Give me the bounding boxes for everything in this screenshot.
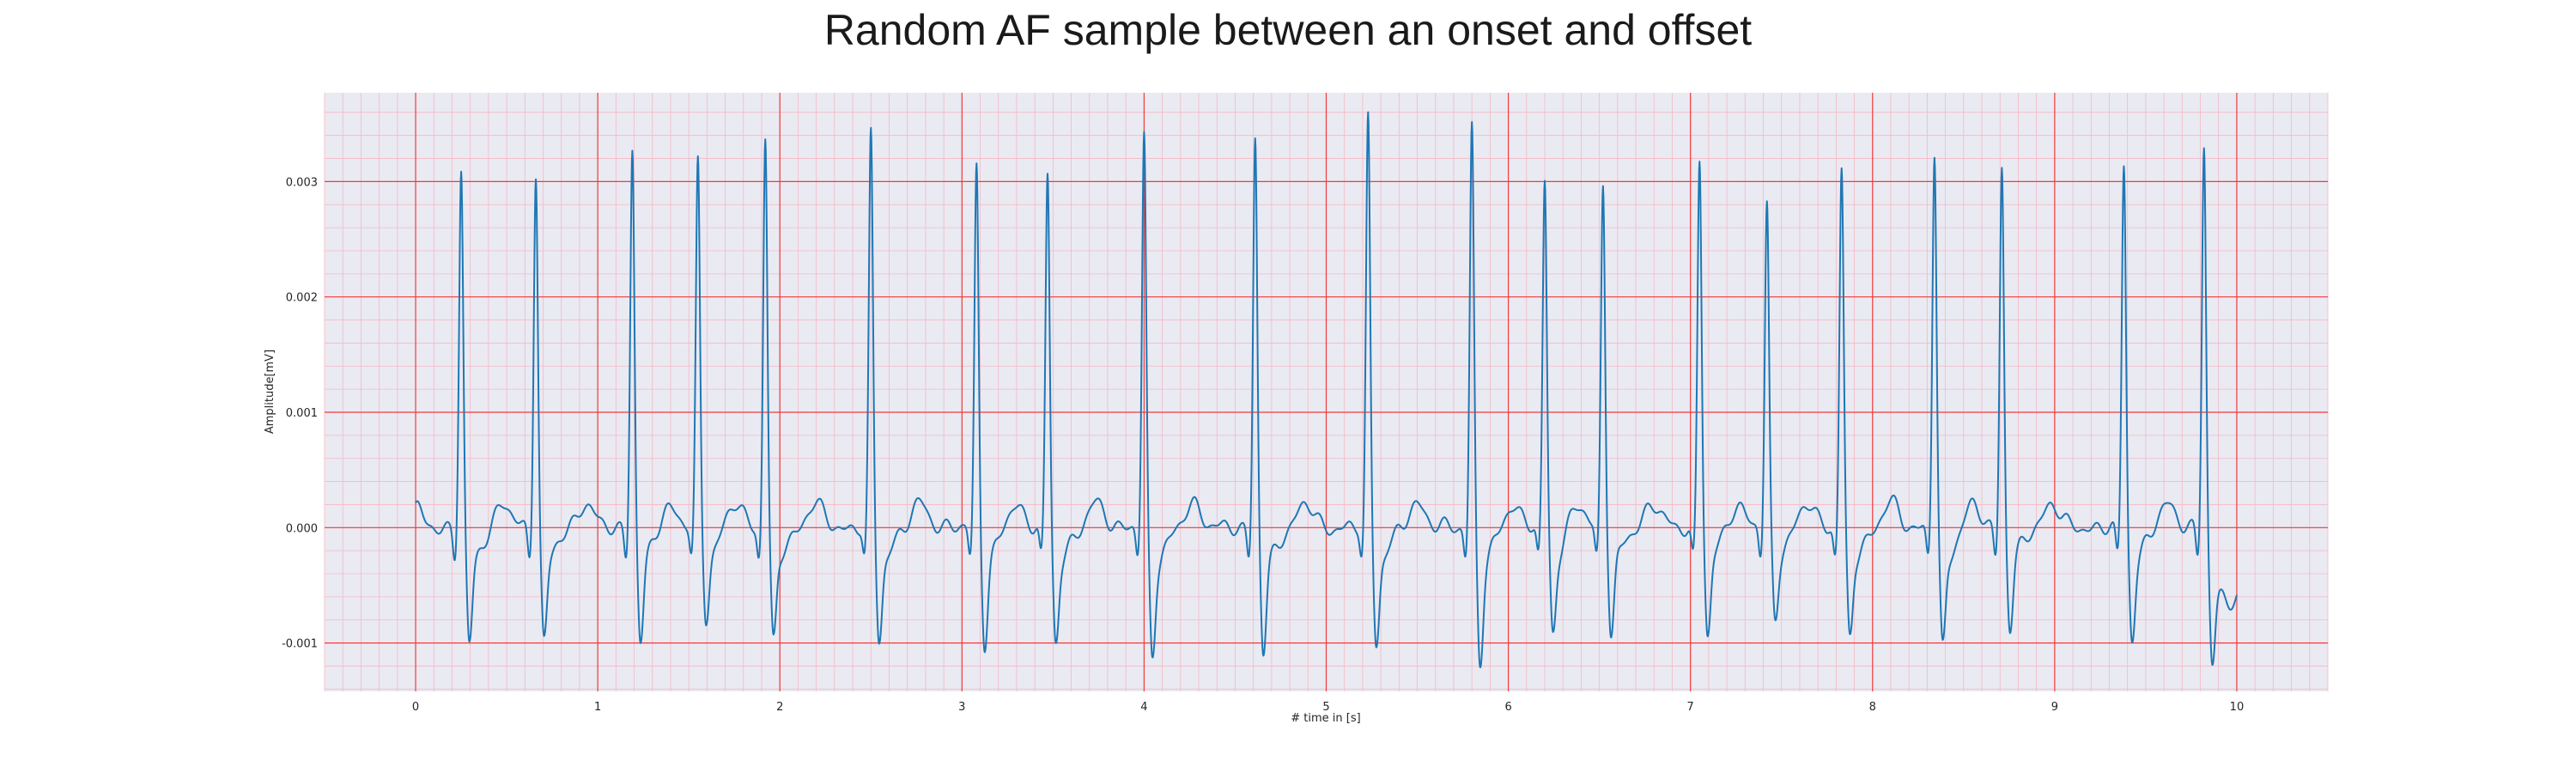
chart-title: Random AF sample between an onset and of…	[823, 6, 1753, 54]
x-tick-label: 1	[594, 701, 601, 714]
y-axis-label: Amplitude[mV]	[264, 350, 276, 434]
y-tick-label: 0.000	[286, 522, 318, 535]
y-tick-label: 0.001	[286, 407, 318, 420]
x-tick-label: 5	[1322, 701, 1329, 714]
x-tick-label: 9	[2051, 701, 2058, 714]
y-tick-label: 0.002	[286, 292, 318, 305]
ecg-series-line	[415, 111, 2238, 669]
x-axis-label: # time in [s]	[1291, 712, 1360, 725]
x-tick-label: 0	[412, 701, 419, 714]
x-tick-label: 2	[776, 701, 783, 714]
series-layer	[415, 111, 2238, 669]
x-tick-label: 4	[1140, 701, 1147, 714]
x-tick-label: 10	[2230, 701, 2245, 714]
major-grid	[325, 93, 2328, 691]
x-tick-label: 7	[1687, 701, 1694, 714]
x-tick-label: 6	[1504, 701, 1511, 714]
x-axis-ticks: 0 1 2 3 4 5 6 7 8 9 10	[412, 701, 2244, 714]
y-tick-label: 0.003	[286, 176, 318, 189]
y-tick-label: -0.001	[282, 638, 318, 651]
y-axis-ticks: -0.001 0.000 0.001 0.002 0.003	[282, 176, 318, 650]
x-tick-label: 3	[958, 701, 965, 714]
x-tick-label: 8	[1869, 701, 1876, 714]
